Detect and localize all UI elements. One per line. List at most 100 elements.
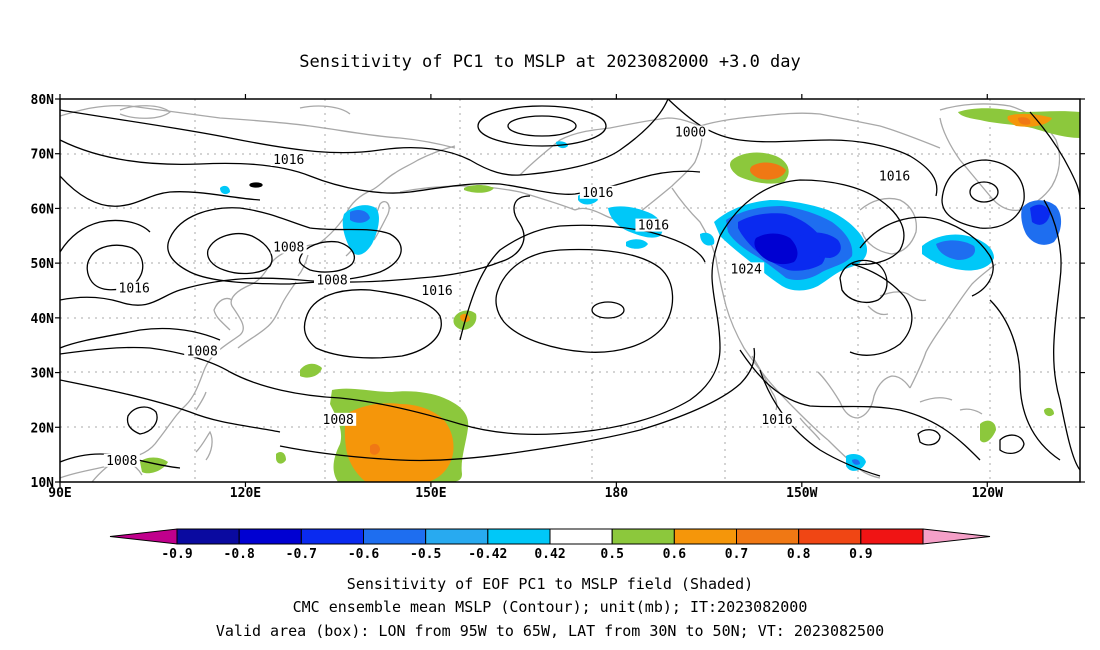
contour-1000-low — [477, 105, 607, 147]
colorbar-label: -0.42 — [468, 547, 507, 562]
coastline-asia-east — [60, 145, 456, 479]
colorbar-box — [238, 528, 302, 545]
coastline-siberia-north — [60, 104, 456, 149]
lon-tick-label: 90E — [48, 486, 71, 501]
positive-spot-orange-greenland — [1018, 117, 1031, 125]
lat-tick-label: 70N — [31, 148, 55, 163]
colorbar-label: -0.6 — [348, 547, 379, 562]
contour-label-bg — [672, 125, 709, 139]
contour-1016-canada — [719, 179, 905, 266]
positive-patch-small-4 — [464, 185, 494, 193]
lat-tick-label: 10N — [31, 476, 55, 491]
contour-ring-atlantic — [999, 434, 1025, 455]
caption-line-3: Valid area (box): LON from 95W to 65W, L… — [216, 622, 884, 640]
contour-ring-caribbean — [917, 429, 941, 446]
contour-label-bg — [1081, 353, 1100, 366]
lon-tick-label: 180 — [605, 486, 629, 501]
contour-label: 1008 — [187, 344, 218, 359]
colorbar-label: 0.5 — [600, 547, 623, 562]
contour-label: 1016 — [421, 284, 452, 299]
contour-1016-high-outer — [459, 224, 706, 341]
positive-spot-orange-wpac — [370, 443, 380, 455]
colorbar-label: 0.7 — [725, 547, 748, 562]
colorbar-box — [611, 528, 675, 545]
colorbar-box — [736, 528, 800, 545]
contour-label: 1016 — [761, 413, 792, 428]
contour-label-bg — [728, 262, 765, 276]
contour-1016-arctic-canada — [667, 99, 938, 197]
negative-patch-small-4 — [626, 239, 648, 249]
colorbar-box — [300, 528, 365, 545]
negative-patch-small-1 — [220, 185, 230, 195]
contour-1008-gulf — [739, 349, 981, 461]
contour-1016-enclosing-low — [167, 207, 402, 285]
coastline-greenland — [939, 103, 1061, 212]
coastline-na-west — [671, 187, 829, 441]
coastline-canadian-arctic — [699, 112, 941, 149]
map-panel: 1000101610161016101610161010081008100810… — [59, 98, 1100, 483]
contour-greenland-inner-low — [969, 181, 999, 203]
contour-1008-ring-west — [126, 406, 158, 435]
colorbar-box — [487, 528, 551, 545]
colorbar-box — [549, 528, 613, 545]
contour-1008-inner-low — [507, 115, 577, 137]
coastline-hudson-bay — [859, 197, 918, 255]
positive-region-orange-canada — [750, 162, 786, 180]
caption-line-1: Sensitivity of EOF PC1 to MSLP field (Sh… — [347, 575, 753, 593]
colorbar-label: 0.9 — [849, 547, 872, 562]
coastline-philippines — [195, 391, 213, 461]
contour-label: 1016 — [273, 153, 304, 168]
contour-label-bg — [579, 185, 616, 199]
contour-label-bg — [320, 412, 357, 426]
colorbar-label: 0.8 — [787, 547, 811, 562]
lon-tick-label: 120W — [972, 486, 1003, 501]
colorbar-label: -0.9 — [161, 547, 192, 562]
contour-1016-north — [60, 139, 701, 195]
map-background — [60, 99, 1080, 482]
contour-label-bg — [103, 453, 140, 467]
colorbar-box — [363, 528, 427, 545]
positive-patch-small-8 — [1044, 407, 1054, 417]
contour-1016-nw-pacific-high — [303, 289, 442, 359]
colorbar-box — [425, 528, 489, 545]
map-axes: 10N 20N 30N 40N 50N 60N 70N 80N 90E 120E 150E 180 15… — [31, 93, 1085, 501]
contour-1008-closed-low-west — [206, 233, 273, 275]
contour-labels: 1000101610161016101610161010081008100810… — [103, 125, 1100, 469]
contour-label: 1024 — [731, 262, 762, 277]
mslp-contours — [60, 99, 1080, 477]
negative-core-kamchatka — [350, 210, 370, 223]
lat-tick-label: 30N — [31, 367, 55, 382]
lat-tick-label: 50N — [31, 257, 55, 272]
contour-label-bg — [876, 169, 913, 183]
contour-siberia-ring — [249, 182, 263, 188]
contour-label-bg — [270, 152, 307, 166]
coastline-korea — [213, 297, 233, 331]
contour-label-bg — [184, 344, 221, 358]
negative-region-labrador-4 — [1030, 204, 1050, 225]
positive-patch-small-1 — [300, 363, 322, 378]
contour-1008-pacific-mexico — [759, 369, 881, 477]
colorbar-label: -0.8 — [224, 547, 255, 562]
coastline-mexico — [799, 417, 821, 441]
contour-1016-pacific-high-south — [60, 235, 721, 436]
coastline-us-east — [909, 263, 997, 389]
lat-tick-label: 60N — [31, 202, 55, 217]
contour-label: 1008 — [1083, 353, 1100, 368]
colorbar-over-triangle — [922, 528, 991, 545]
colorbar-label: -0.7 — [286, 547, 317, 562]
coastline-caribbean — [919, 397, 983, 415]
coastline-great-lakes — [867, 291, 927, 316]
positive-patch-small-7 — [980, 420, 996, 443]
contour-label-bg — [314, 273, 350, 287]
shaded-sensitivity — [140, 108, 1080, 482]
negative-core-north-america — [754, 233, 798, 265]
colorbar-label: 0.6 — [663, 547, 687, 562]
contour-label: 1016 — [879, 169, 910, 184]
contour-1008-southwest — [60, 379, 281, 433]
colorbar-label: -0.5 — [410, 547, 441, 562]
contour-label: 1016 — [119, 282, 150, 297]
contour-label-bg — [419, 284, 456, 298]
lat-tick-label: 40N — [31, 312, 55, 327]
contour-1008-labrador — [859, 216, 994, 297]
